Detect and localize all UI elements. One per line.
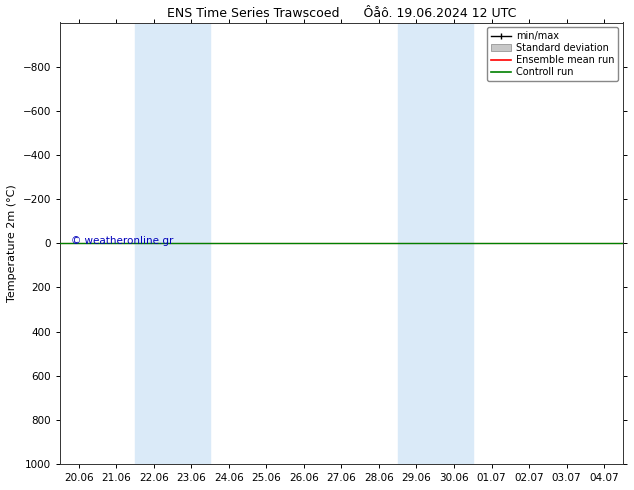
Text: © weatheronline.gr: © weatheronline.gr	[71, 236, 174, 246]
Y-axis label: Temperature 2m (°C): Temperature 2m (°C)	[7, 184, 17, 302]
Title: ENS Time Series Trawscoed      Ôåô. 19.06.2024 12 UTC: ENS Time Series Trawscoed Ôåô. 19.06.202…	[167, 7, 516, 20]
Bar	[135, 23, 210, 464]
Bar	[398, 23, 473, 464]
Legend: min/max, Standard deviation, Ensemble mean run, Controll run: min/max, Standard deviation, Ensemble me…	[488, 27, 618, 81]
